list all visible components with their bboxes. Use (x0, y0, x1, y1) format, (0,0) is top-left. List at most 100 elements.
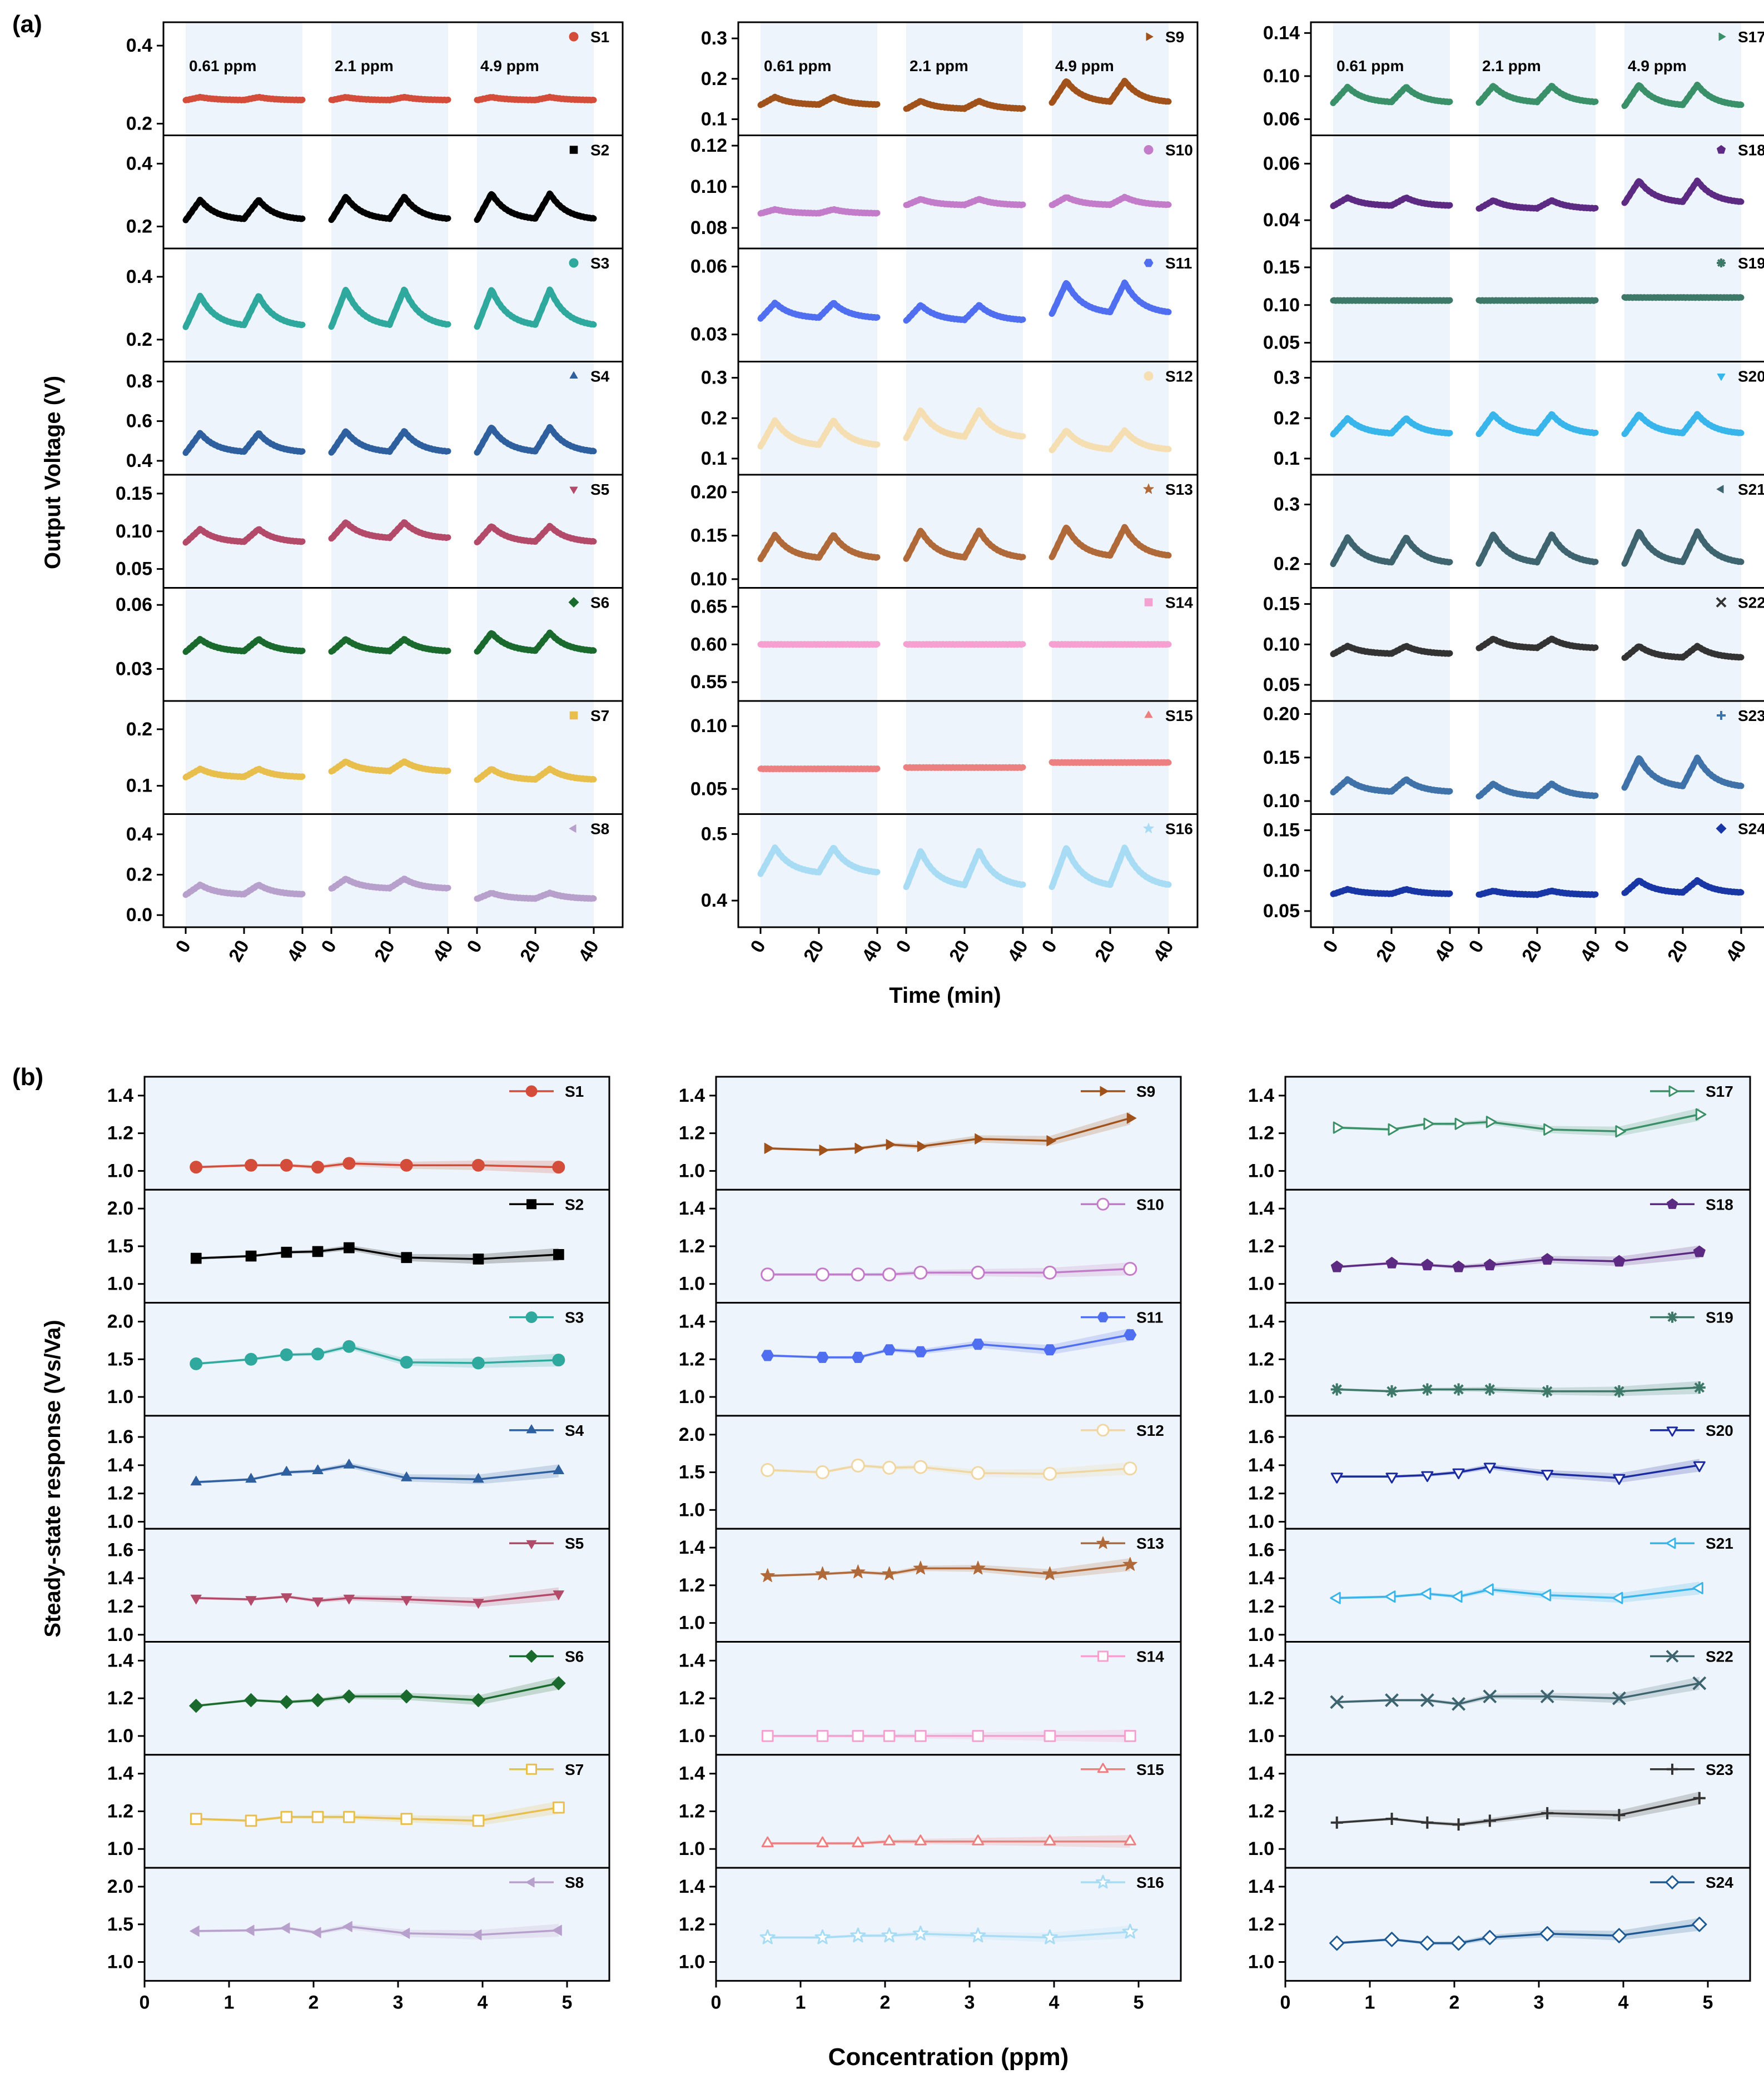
voltage-trace (1475, 780, 1599, 800)
data-point (190, 1813, 202, 1825)
exposure-band (1624, 22, 1741, 136)
x-tick-label: 1 (1365, 1992, 1375, 2013)
legend-marker (1143, 483, 1154, 494)
y-tick-label: 0.15 (690, 525, 727, 546)
legend-marker (1716, 823, 1727, 834)
legend-marker (525, 1311, 538, 1324)
data-point (882, 1267, 897, 1282)
y-tick-label: 1.4 (107, 1650, 133, 1671)
exposure-band (1624, 588, 1741, 701)
exposure-band (761, 701, 877, 814)
legend-label: S23 (1738, 707, 1764, 724)
panel-b-s3: 1.0 1.5 2.0 S3 (107, 1302, 610, 1417)
exposure-band (186, 135, 302, 248)
y-tick-label: 1.5 (107, 1236, 133, 1257)
data-point (1692, 1917, 1707, 1932)
data-point (1452, 1818, 1465, 1831)
voltage-trace (1475, 887, 1599, 898)
y-tick-label: 1.2 (107, 1596, 133, 1617)
x-tick-label: 4 (478, 1992, 488, 2013)
legend-marker (1144, 710, 1153, 718)
legend-label: S17 (1738, 28, 1764, 46)
legend-marker (1144, 145, 1154, 155)
legend-marker (1097, 1763, 1109, 1773)
y-tick-label: 1.0 (679, 1386, 705, 1407)
data-point (1613, 1809, 1626, 1822)
voltage-trace (328, 519, 451, 542)
legend-marker (569, 486, 578, 494)
data-point (913, 1460, 928, 1474)
legend-label: S8 (565, 1874, 584, 1891)
error-band (1336, 1245, 1700, 1269)
data-point (972, 1730, 984, 1742)
plot-background (1285, 1302, 1750, 1416)
data-point (552, 1924, 562, 1936)
data-point (816, 1351, 829, 1363)
y-tick-label: 1.0 (679, 1952, 705, 1973)
data-point (473, 1254, 484, 1265)
legend-marker (1718, 32, 1726, 41)
panel-a-s4: 0.4 0.6 0.8 S4 (126, 361, 624, 476)
data-point (471, 1929, 482, 1941)
legend-label: S3 (590, 255, 609, 272)
voltage-trace (182, 636, 306, 655)
legend-marker (1667, 1763, 1678, 1775)
x-tick-label: 0 (140, 1992, 150, 2013)
y-tick-label: 1.4 (679, 1311, 705, 1332)
data-point (551, 1676, 566, 1690)
legend-label: S4 (565, 1422, 584, 1439)
legend-label: S18 (1706, 1196, 1733, 1213)
data-point (553, 1590, 564, 1600)
exposure-band (186, 701, 302, 814)
data-point (761, 1836, 774, 1848)
voltage-trace (1049, 524, 1172, 560)
data-point (882, 1460, 897, 1475)
y-tick-label: 1.2 (679, 1123, 705, 1144)
voltage-trace (1049, 759, 1172, 766)
y-tick-label: 1.5 (679, 1462, 705, 1483)
legend-marker (1667, 1198, 1678, 1209)
data-point (342, 1689, 356, 1704)
y-tick-label: 0.65 (690, 596, 727, 617)
y-tick-label: 1.2 (679, 1575, 705, 1596)
panel-b-ylabel: Steady-state response (Vs/Va) (41, 1320, 65, 1637)
panel-a-s14: 0.55 0.60 0.65 S14 (690, 587, 1199, 702)
y-tick-label: 1.0 (1248, 1274, 1274, 1295)
exposure-band (1333, 588, 1450, 701)
data-point (1540, 1689, 1554, 1704)
voltage-trace (1330, 83, 1453, 106)
voltage-trace (1475, 635, 1599, 651)
y-tick-label: 1.6 (107, 1539, 133, 1560)
y-tick-label: 0.4 (126, 450, 152, 471)
data-point (852, 1730, 864, 1742)
data-point (1483, 1583, 1494, 1596)
data-point (816, 1267, 830, 1282)
data-point (471, 1158, 485, 1172)
y-tick-label: 0.06 (1263, 153, 1300, 174)
legend-label: S13 (1165, 481, 1193, 498)
voltage-trace (1621, 294, 1745, 301)
data-point (400, 1928, 410, 1939)
y-tick-label: 1.0 (1248, 1838, 1274, 1859)
series-line (767, 1840, 1130, 1844)
data-point (280, 1348, 293, 1361)
y-tick-label: 0.10 (690, 715, 727, 737)
data-point (1452, 1383, 1465, 1396)
y-tick-label: 1.0 (107, 1952, 133, 1973)
legend-label: S12 (1165, 368, 1193, 385)
data-point (311, 1811, 324, 1823)
y-tick-label: 0.3 (1274, 367, 1300, 389)
data-point (851, 1458, 865, 1473)
x-tick-label: 4 (1618, 1992, 1629, 2013)
exposure-band (186, 22, 302, 136)
y-tick-label: 2.0 (107, 1876, 133, 1897)
plot-background (716, 1302, 1181, 1416)
y-tick-label: 1.2 (1248, 1688, 1274, 1709)
legend-label: S9 (1165, 28, 1184, 46)
voltage-trace (757, 93, 881, 108)
legend-marker (569, 32, 579, 42)
data-point (245, 1473, 257, 1483)
legend-marker (1716, 145, 1726, 154)
voltage-trace (1621, 411, 1745, 437)
